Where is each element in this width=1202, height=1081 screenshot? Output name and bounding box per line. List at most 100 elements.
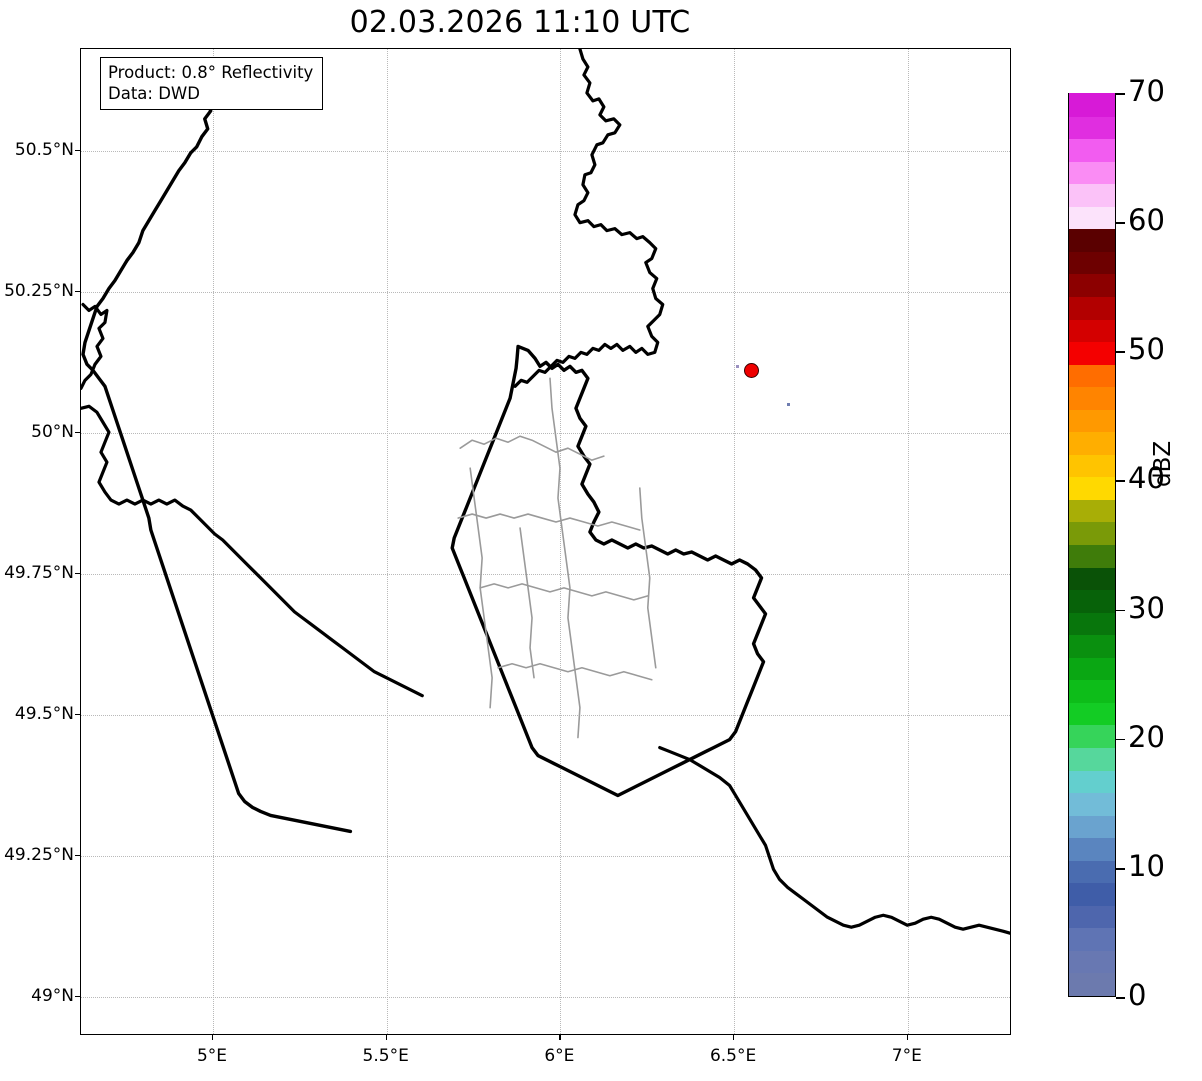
colorbar-band xyxy=(1069,431,1115,455)
longitude-tick-label: 7°E xyxy=(891,1046,922,1066)
latitude-tick-mark xyxy=(75,572,80,574)
gridline-latitude xyxy=(81,150,1010,153)
latitude-tick-mark xyxy=(75,995,80,997)
colorbar-tick-mark xyxy=(1116,93,1125,95)
gridline-latitude xyxy=(81,855,1010,858)
longitude-tick-label: 6°E xyxy=(544,1046,575,1066)
longitude-tick-label: 6.5°E xyxy=(709,1046,757,1066)
echo-pixel xyxy=(787,403,790,406)
colorbar-tick-label: 0 xyxy=(1128,978,1147,1012)
latitude-tick-mark xyxy=(75,290,80,292)
border-france-germany xyxy=(658,745,1010,935)
colorbar-tick-mark xyxy=(1116,997,1125,999)
colorbar-tick-mark xyxy=(1116,867,1125,870)
colorbar-band xyxy=(1069,296,1115,320)
colorbar-band xyxy=(1069,454,1115,478)
grid-layer xyxy=(81,49,1010,1034)
latitude-tick-label: 50.5°N xyxy=(14,139,74,160)
colorbar-band xyxy=(1069,161,1115,185)
latitude-tick-mark xyxy=(75,713,80,715)
colorbar-band xyxy=(1069,251,1115,275)
gridline-longitude xyxy=(907,49,910,1034)
colorbar-band xyxy=(1069,972,1115,996)
colorbar-tick-mark xyxy=(1116,609,1125,612)
colorbar-band xyxy=(1069,882,1115,906)
latitude-tick-label: 49.25°N xyxy=(4,844,74,865)
product-line: Product: 0.8° Reflectivity xyxy=(108,63,314,82)
gridline-longitude xyxy=(734,49,736,1034)
border-belgium-germany xyxy=(513,49,665,388)
latitude-tick-mark xyxy=(75,854,80,856)
colorbar-band xyxy=(1069,634,1115,658)
border-luxembourg xyxy=(81,59,353,834)
colorbar-band xyxy=(1069,544,1115,568)
colorbar-band xyxy=(1069,702,1115,726)
colorbar-band xyxy=(1069,927,1115,951)
colorbar-tick-label: 10 xyxy=(1128,848,1165,883)
echo-pixel xyxy=(736,365,739,368)
colorbar-band xyxy=(1069,183,1115,207)
colorbar-band xyxy=(1069,747,1115,771)
colorbar-tick-label: 50 xyxy=(1128,332,1165,367)
data-source-line: Data: DWD xyxy=(108,84,200,103)
map-geometry-layer xyxy=(81,49,1010,935)
gridline-latitude xyxy=(81,996,1010,999)
radar-site-marker[interactable] xyxy=(744,363,759,378)
colorbar-band xyxy=(1069,792,1115,816)
colorbar-band xyxy=(1069,499,1115,523)
colorbar-band xyxy=(1069,769,1115,794)
colorbar-tick-mark xyxy=(1116,222,1125,224)
colorbar-band xyxy=(1069,138,1115,162)
product-info-box: Product: 0.8° Reflectivity Data: DWD xyxy=(100,57,324,110)
colorbar-tick-mark xyxy=(1116,351,1125,354)
colorbar-tick-mark xyxy=(1116,738,1125,741)
colorbar-title: dBZ xyxy=(1150,440,1176,487)
map-plot-area[interactable]: Product: 0.8° Reflectivity Data: DWD xyxy=(80,48,1011,1035)
longitude-tick-mark xyxy=(385,1035,388,1040)
gridline-latitude xyxy=(81,714,1010,717)
colorbar-tick-label: 60 xyxy=(1128,203,1165,238)
latitude-tick-label: 49°N xyxy=(31,985,74,1006)
colorbar-tick-label: 70 xyxy=(1128,74,1165,108)
colorbar-band xyxy=(1069,657,1115,681)
colorbar[interactable] xyxy=(1068,93,1116,997)
colorbar-tick-mark xyxy=(1116,480,1125,483)
latitude-tick-mark xyxy=(75,431,80,433)
longitude-tick-mark xyxy=(559,1035,561,1040)
colorbar-band xyxy=(1069,521,1115,545)
longitude-tick-mark xyxy=(212,1035,214,1040)
gridline-longitude xyxy=(560,49,562,1034)
colorbar-band xyxy=(1069,206,1115,230)
colorbar-band xyxy=(1069,860,1115,884)
colorbar-band xyxy=(1069,409,1115,433)
latitude-tick-label: 49.5°N xyxy=(14,703,74,724)
colorbar-band xyxy=(1069,273,1115,297)
radar-echo-layer xyxy=(81,49,1010,1034)
gridline-latitude xyxy=(81,573,1010,576)
colorbar-band xyxy=(1069,341,1115,365)
colorbar-band xyxy=(1069,386,1115,410)
colorbar-tick-label: 30 xyxy=(1128,590,1165,625)
colorbar-band xyxy=(1069,93,1115,117)
longitude-tick-label: 5°E xyxy=(196,1046,228,1066)
colorbar-band xyxy=(1069,364,1115,388)
colorbar-band xyxy=(1069,724,1115,748)
luxembourg-canton-borders xyxy=(457,377,657,739)
colorbar-tick-label: 20 xyxy=(1128,719,1165,754)
colorbar-band xyxy=(1069,567,1115,591)
colorbar-band xyxy=(1069,612,1115,636)
latitude-tick-label: 50°N xyxy=(31,421,74,442)
figure-title: 02.03.2026 11:10 UTC xyxy=(349,5,691,40)
longitude-tick-mark xyxy=(733,1035,735,1040)
colorbar-band xyxy=(1069,476,1115,500)
colorbar-band xyxy=(1069,950,1115,974)
colorbar-gradient xyxy=(1069,93,1115,996)
colorbar-band xyxy=(1069,589,1115,613)
luxembourg-outline xyxy=(450,344,768,798)
colorbar-band xyxy=(1069,837,1115,861)
latitude-tick-label: 49.75°N xyxy=(4,562,74,583)
colorbar-band xyxy=(1069,815,1115,839)
colorbar-band xyxy=(1069,318,1115,343)
longitude-tick-mark xyxy=(906,1035,909,1040)
